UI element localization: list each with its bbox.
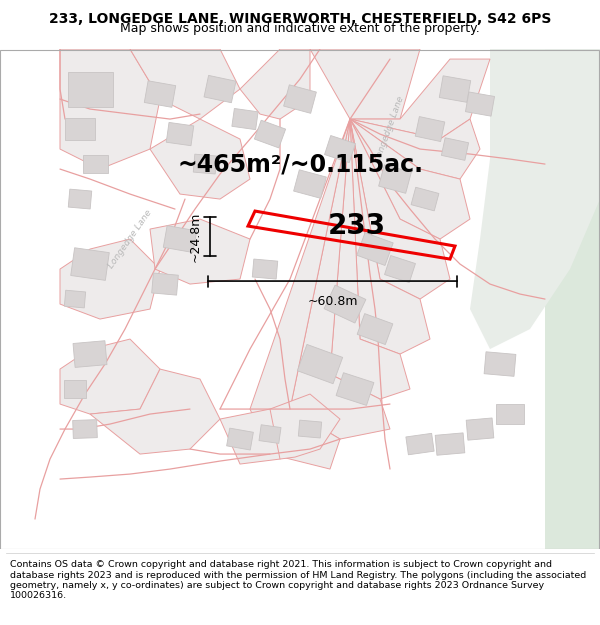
Polygon shape [64, 290, 86, 308]
Polygon shape [64, 380, 86, 398]
Text: Contains OS data © Crown copyright and database right 2021. This information is : Contains OS data © Crown copyright and d… [10, 560, 586, 600]
Polygon shape [240, 49, 310, 119]
Polygon shape [163, 226, 197, 253]
Polygon shape [193, 154, 217, 174]
Polygon shape [442, 138, 469, 161]
Polygon shape [435, 433, 465, 455]
Polygon shape [204, 76, 236, 102]
Polygon shape [83, 155, 107, 173]
Polygon shape [73, 419, 97, 439]
Polygon shape [298, 420, 322, 438]
Polygon shape [150, 219, 250, 284]
Polygon shape [330, 119, 410, 399]
Polygon shape [71, 248, 109, 281]
Polygon shape [411, 188, 439, 211]
Text: 233: 233 [328, 211, 386, 239]
Polygon shape [145, 81, 176, 107]
Polygon shape [166, 122, 194, 146]
Polygon shape [152, 273, 178, 295]
Polygon shape [484, 352, 516, 376]
Polygon shape [250, 119, 350, 469]
Polygon shape [73, 341, 107, 367]
Polygon shape [232, 109, 258, 129]
Polygon shape [130, 49, 240, 119]
Polygon shape [290, 119, 390, 439]
Text: Map shows position and indicative extent of the property.: Map shows position and indicative extent… [120, 22, 480, 35]
Text: ~465m²/~0.115ac.: ~465m²/~0.115ac. [177, 152, 423, 176]
Polygon shape [60, 49, 160, 169]
Polygon shape [350, 59, 490, 139]
Polygon shape [252, 259, 278, 279]
Polygon shape [350, 119, 470, 239]
Polygon shape [545, 49, 600, 549]
Polygon shape [385, 256, 415, 282]
Polygon shape [406, 433, 434, 455]
Polygon shape [439, 76, 470, 102]
Polygon shape [68, 189, 92, 209]
Polygon shape [150, 119, 250, 199]
Polygon shape [293, 170, 326, 198]
Polygon shape [357, 232, 393, 266]
Polygon shape [336, 372, 374, 406]
Polygon shape [259, 425, 281, 443]
Polygon shape [220, 409, 300, 464]
Polygon shape [324, 285, 366, 323]
Polygon shape [415, 117, 445, 141]
Polygon shape [298, 344, 343, 384]
Polygon shape [350, 119, 450, 299]
Text: 233, LONGEDGE LANE, WINGERWORTH, CHESTERFIELD, S42 6PS: 233, LONGEDGE LANE, WINGERWORTH, CHESTER… [49, 12, 551, 26]
Polygon shape [90, 369, 220, 454]
Text: ~24.8m: ~24.8m [189, 211, 202, 262]
Polygon shape [67, 71, 113, 106]
Polygon shape [227, 428, 253, 450]
Polygon shape [254, 120, 286, 148]
Polygon shape [284, 85, 316, 113]
Polygon shape [310, 49, 420, 119]
Polygon shape [470, 49, 600, 349]
Polygon shape [60, 239, 160, 319]
Polygon shape [466, 92, 494, 116]
Text: ~60.8m: ~60.8m [307, 295, 358, 308]
Text: Longedge Lane: Longedge Lane [374, 95, 406, 163]
Polygon shape [350, 119, 430, 354]
Polygon shape [379, 165, 412, 193]
Polygon shape [270, 394, 340, 459]
Polygon shape [325, 136, 355, 162]
Polygon shape [496, 404, 524, 424]
Polygon shape [357, 314, 393, 344]
Text: Longedge Lane: Longedge Lane [106, 208, 154, 270]
Polygon shape [65, 118, 95, 140]
Polygon shape [466, 418, 494, 440]
Polygon shape [350, 119, 480, 179]
Polygon shape [60, 339, 160, 414]
